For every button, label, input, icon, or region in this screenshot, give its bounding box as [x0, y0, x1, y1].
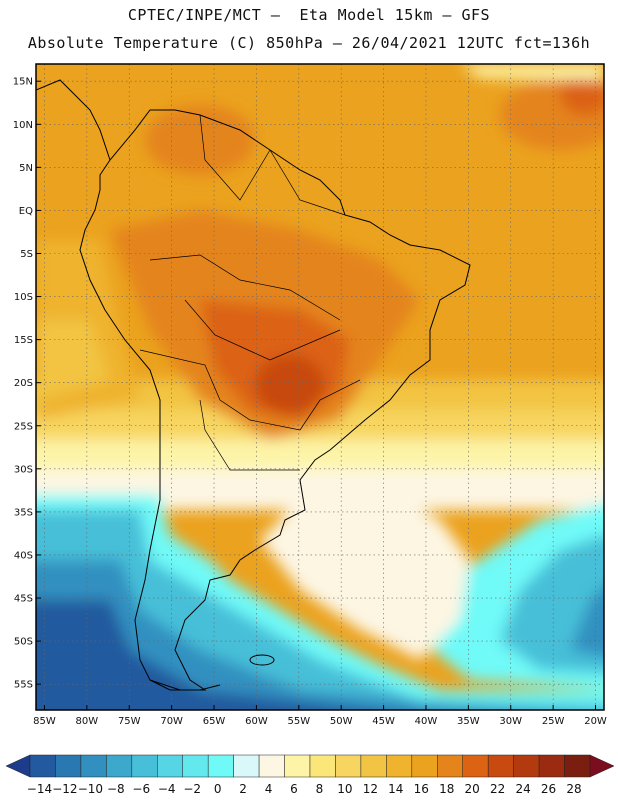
colorbar-swatch — [284, 754, 311, 778]
lat-tick-label: 35S — [14, 507, 33, 518]
map-title: CPTEC/INPE/MCT – Eta Model 15km – GFS — [127, 6, 491, 24]
colorbar-swatch — [29, 754, 56, 778]
colorbar-swatch — [157, 754, 183, 778]
lon-tick-label: 20W — [584, 716, 607, 727]
colorbar-swatch — [233, 754, 260, 778]
colorbar-label: −4 — [158, 782, 176, 796]
lat-tick-label: 30S — [14, 464, 33, 475]
coastlines — [36, 79, 471, 691]
colorbar-label: −10 — [78, 782, 103, 796]
lon-tick-label: 55W — [287, 716, 310, 727]
colorbar-label: 6 — [290, 782, 298, 796]
lat-tick-label: 10S — [14, 292, 33, 303]
colorbar-label: −6 — [132, 782, 150, 796]
colorbar-label: 0 — [214, 782, 222, 796]
lat-tick-label: 20S — [14, 378, 33, 389]
graticule — [36, 64, 604, 710]
colorbar-label: 10 — [337, 782, 352, 796]
lon-tick-label: 85W — [33, 716, 56, 727]
lon-tick-label: 75W — [118, 716, 141, 727]
colorbar-swatch — [131, 754, 158, 778]
lon-tick-label: 25W — [542, 716, 565, 727]
lat-tick-label: 50S — [14, 637, 33, 648]
falklands-outline — [249, 654, 275, 666]
colorbar-label: 26 — [541, 782, 556, 796]
colorbar-label: 8 — [316, 782, 324, 796]
lon-tick-label: 35W — [457, 716, 480, 727]
colorbar-label: 20 — [465, 782, 480, 796]
lon-tick-label: 60W — [245, 716, 268, 727]
colorbar-swatch — [538, 754, 565, 778]
lat-tick-label: 55S — [14, 680, 33, 691]
colorbar-swatch — [462, 754, 489, 778]
colorbar-label: −12 — [52, 782, 77, 796]
lat-tick-label: 40S — [14, 550, 33, 561]
lon-tick-label: 80W — [76, 716, 99, 727]
lat-tick-label: 15S — [14, 335, 33, 346]
lat-tick-label: 15N — [13, 77, 33, 88]
colorbar-label: −14 — [27, 782, 52, 796]
colorbar-label: 18 — [439, 782, 454, 796]
colorbar-swatch — [360, 754, 387, 778]
lat-tick-label: 45S — [14, 594, 33, 605]
colorbar-swatch — [386, 754, 413, 778]
map-frame — [35, 63, 605, 711]
colorbar-label: 4 — [265, 782, 273, 796]
colorbar-swatch — [487, 754, 514, 778]
colorbar — [5, 754, 615, 778]
colorbar-swatch — [437, 754, 463, 778]
colorbar-swatch — [207, 754, 234, 778]
colorbar-label: 12 — [363, 782, 378, 796]
colorbar-swatch — [182, 754, 209, 778]
central-america-coastline — [36, 79, 111, 161]
colorbar-swatch — [564, 754, 591, 778]
colorbar-swatch — [55, 754, 82, 778]
lat-tick-label: 10N — [13, 120, 33, 131]
colorbar-swatch — [411, 754, 438, 778]
lat-tick-label: 5S — [20, 249, 33, 260]
colorbar-labels: −14 −12 −10 −8 −6 −4 −2 0 2 4 6 8 10 12 14 16 18 20 22 24 26… — [27, 782, 582, 796]
colorbar-swatch — [80, 754, 107, 778]
colorbar-max-arrow — [589, 754, 615, 778]
south-america-coastline — [79, 109, 471, 691]
tierra-del-fuego-outline — [149, 679, 221, 691]
map-subtitle: Absolute Temperature (C) 850hPa – 26/04/… — [27, 34, 591, 52]
lon-tick-label: 30W — [499, 716, 522, 727]
lon-tick-label: 70W — [160, 716, 183, 727]
lon-tick-label: 65W — [203, 716, 226, 727]
lat-tick-label: 25S — [14, 421, 33, 432]
longitude-axis: 85W 80W 75W 70W 65W 60W 55W 50W 45W 40W 35W 30W 25W 2… — [33, 705, 607, 727]
colorbar-label: 24 — [515, 782, 530, 796]
country-borders — [139, 114, 361, 471]
colorbar-label: 2 — [239, 782, 247, 796]
lat-tick-label: 5N — [19, 163, 33, 174]
colorbar-label: 28 — [566, 782, 581, 796]
colorbar-swatch — [513, 754, 540, 778]
lon-tick-label: 40W — [415, 716, 438, 727]
latitude-axis: 15N 10N 5N EQ 5S 10S 15S 20S 25S 30S 35S 40S 45S 50S 5… — [13, 77, 41, 691]
colorbar-label: 22 — [490, 782, 505, 796]
lon-tick-label: 45W — [372, 716, 395, 727]
lon-tick-label: 50W — [330, 716, 353, 727]
colorbar-label: −8 — [107, 782, 125, 796]
colorbar-swatch — [335, 754, 362, 778]
colorbar-swatch — [309, 754, 336, 778]
colorbar-label: −2 — [183, 782, 201, 796]
colorbar-min-arrow — [5, 754, 31, 778]
colorbar-label: 16 — [414, 782, 429, 796]
colorbar-swatch — [258, 754, 285, 778]
lat-tick-label: EQ — [19, 206, 33, 217]
colorbar-swatch — [106, 754, 133, 778]
colorbar-label: 14 — [388, 782, 403, 796]
